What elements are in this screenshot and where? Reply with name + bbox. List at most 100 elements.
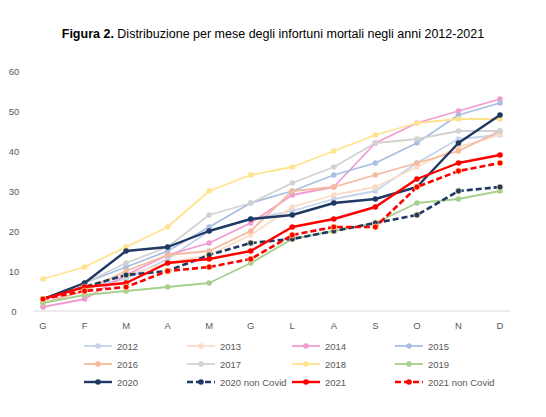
series-line [43, 187, 500, 299]
legend-label: 2014 [325, 341, 346, 352]
marker [165, 284, 171, 290]
title-label: Figura 2. [62, 27, 114, 41]
y-tick-label: 60 [9, 66, 20, 77]
marker [82, 288, 88, 294]
marker [248, 228, 254, 234]
marker [497, 100, 503, 106]
marker [331, 216, 337, 222]
marker [206, 188, 212, 194]
marker [165, 268, 171, 274]
marker [248, 256, 254, 262]
marker [289, 232, 295, 238]
chart: Figura 2. Distribuzione per mese degli i… [0, 0, 546, 417]
legend-marker [198, 379, 204, 385]
marker [455, 188, 461, 194]
marker [40, 296, 46, 302]
marker [289, 188, 295, 194]
legend-label: 2013 [220, 341, 241, 352]
x-tick-label: G [39, 320, 46, 331]
marker [456, 116, 462, 122]
x-tick-label: A [331, 320, 338, 331]
marker [373, 184, 379, 190]
y-tick-label: 30 [9, 186, 20, 197]
x-tick-label: M [205, 320, 213, 331]
y-tick [26, 271, 30, 272]
series-line [43, 155, 500, 299]
marker [206, 264, 212, 270]
marker [123, 260, 129, 266]
plot-area [40, 96, 503, 310]
legend-marker [406, 361, 412, 367]
marker [40, 296, 46, 302]
marker [248, 216, 254, 222]
legend-marker [406, 343, 412, 349]
marker [123, 272, 129, 278]
marker [373, 172, 379, 178]
legend-label: 2015 [428, 341, 449, 352]
marker [373, 204, 379, 210]
x-tick-label: L [290, 320, 295, 331]
x-tick-label: M [122, 320, 130, 331]
marker [206, 240, 212, 246]
marker [248, 200, 254, 206]
marker [248, 200, 254, 206]
legend-marker [303, 361, 309, 367]
marker [373, 140, 379, 146]
title: Figura 2. Distribuzione per mese degli i… [62, 27, 484, 41]
y-tick-label: 40 [9, 146, 20, 157]
marker [289, 224, 295, 230]
legend-marker [303, 343, 309, 349]
marker [456, 160, 462, 166]
marker [165, 244, 171, 250]
baseline [33, 311, 510, 312]
marker [497, 128, 503, 134]
legend-label: 2018 [325, 359, 346, 370]
series-line [43, 115, 500, 299]
legend-label: 2021 [325, 377, 346, 388]
marker [82, 288, 88, 294]
marker [165, 244, 171, 250]
marker [414, 200, 420, 206]
marker [206, 212, 212, 218]
series-line [43, 163, 500, 299]
legend-marker [95, 379, 101, 385]
marker [414, 176, 420, 182]
marker [123, 272, 129, 278]
marker [165, 260, 171, 266]
marker [331, 200, 337, 206]
marker [456, 148, 462, 154]
x-tick-label: O [413, 320, 420, 331]
marker [331, 172, 337, 178]
marker [206, 228, 212, 234]
marker [40, 296, 46, 302]
marker [414, 136, 420, 142]
x-tick-label: S [372, 320, 378, 331]
marker [289, 204, 295, 210]
marker [497, 160, 503, 166]
marker [455, 168, 461, 174]
marker [497, 112, 503, 118]
marker [248, 248, 254, 254]
marker [206, 280, 212, 286]
legend-marker [303, 379, 309, 385]
y-tick [26, 191, 30, 192]
marker [248, 216, 254, 222]
marker [40, 296, 46, 302]
marker [497, 152, 503, 158]
y-tick [26, 111, 30, 112]
y-tick [26, 311, 30, 312]
marker [248, 172, 254, 178]
marker [206, 228, 212, 234]
y-tick [26, 151, 30, 152]
marker [206, 256, 212, 262]
legend-label: 2012 [117, 341, 138, 352]
marker [414, 120, 420, 126]
marker [331, 148, 337, 154]
marker [373, 196, 379, 202]
x-tick-label: D [497, 320, 504, 331]
x-tick-label: G [247, 320, 254, 331]
marker [414, 160, 420, 166]
series-line [43, 131, 500, 299]
marker [497, 184, 503, 190]
marker [414, 184, 420, 190]
